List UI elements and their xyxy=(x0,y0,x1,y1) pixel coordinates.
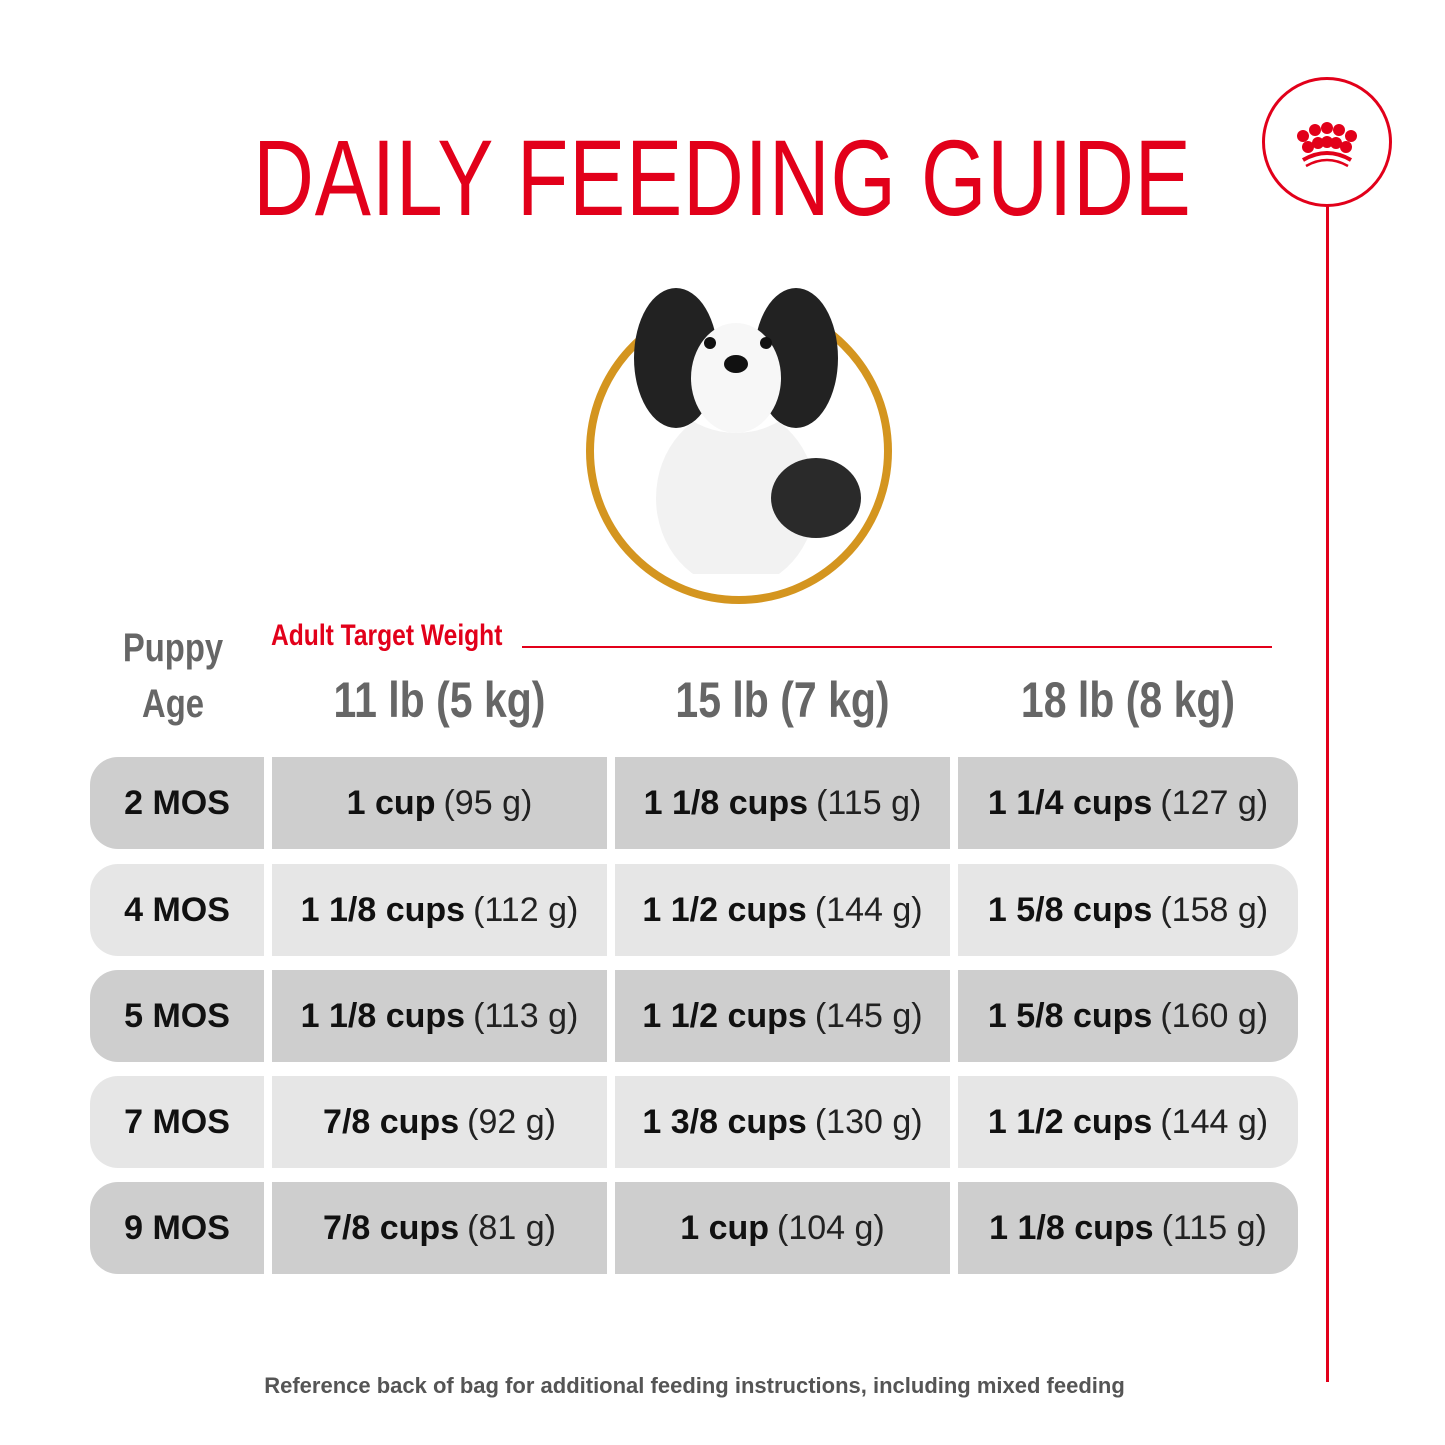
cups: 1 1/8 cups xyxy=(300,996,466,1035)
age-cell: 9 MOS xyxy=(90,1182,264,1274)
table-row: 9 MOS 7/8 cups (81 g) 1 cup (104 g) 1 1/8 … xyxy=(90,1182,1298,1274)
amount-cell: 7/8 cups (92 g) xyxy=(272,1076,607,1168)
grams: (144 g) xyxy=(814,890,923,929)
grams: (81 g) xyxy=(467,1208,556,1247)
age-cell: 4 MOS xyxy=(90,864,264,956)
puppy-illustration xyxy=(634,283,861,574)
column-header-11lb: 11 lb (5 kg) xyxy=(333,672,546,728)
footer-note: Reference back of bag for additional fee… xyxy=(264,1373,1125,1398)
age-label-line2: Age xyxy=(142,682,204,726)
cups: 1 cup xyxy=(346,783,436,822)
adult-target-weight-label: Adult Target Weight xyxy=(271,619,503,652)
cups: 7/8 cups xyxy=(323,1208,460,1247)
cups: 1 1/8 cups xyxy=(643,783,809,822)
column-header-15lb: 15 lb (7 kg) xyxy=(675,672,890,728)
grams: (127 g) xyxy=(1160,783,1269,822)
cups: 1 5/8 cups xyxy=(987,996,1153,1035)
cups: 1 1/2 cups xyxy=(642,996,807,1035)
cups: 1 3/8 cups xyxy=(642,1102,807,1141)
brand-divider-line xyxy=(1326,206,1329,1382)
puppy-label-line1: Puppy xyxy=(122,626,224,670)
amount-cell: 1 1/8 cups (115 g) xyxy=(615,757,950,849)
amount-cell: 1 1/2 cups (145 g) xyxy=(615,970,950,1062)
amount-cell: 1 cup (95 g) xyxy=(272,757,607,849)
table-row: 5 MOS 1 1/8 cups (113 g) 1 1/2 cups (145 g… xyxy=(90,970,1298,1062)
age-cell: 7 MOS xyxy=(90,1076,264,1168)
amount-cell: 1 1/2 cups (144 g) xyxy=(958,1076,1298,1168)
grams: (145 g) xyxy=(814,996,923,1035)
amount-cell: 1 1/8 cups (113 g) xyxy=(272,970,607,1062)
grams: (115 g) xyxy=(1161,1208,1267,1247)
grams: (130 g) xyxy=(814,1102,923,1141)
grams: (92 g) xyxy=(467,1102,556,1141)
grams: (113 g) xyxy=(473,996,579,1035)
crown-icon xyxy=(1297,122,1357,168)
grams: (160 g) xyxy=(1160,996,1269,1035)
amount-cell: 1 5/8 cups (158 g) xyxy=(958,864,1298,956)
page-title: DAILY FEEDING GUIDE xyxy=(253,117,1192,238)
header-rule xyxy=(522,646,1272,648)
table-row: 7 MOS 7/8 cups (92 g) 1 3/8 cups (130 g) 1… xyxy=(90,1076,1298,1168)
amount-cell: 1 1/4 cups (127 g) xyxy=(958,757,1298,849)
grams: (104 g) xyxy=(777,1208,885,1247)
cups: 1 1/8 cups xyxy=(989,1208,1154,1247)
column-header-18lb: 18 lb (8 kg) xyxy=(1020,672,1236,728)
cups: 7/8 cups xyxy=(323,1102,460,1141)
puppy-age-header: Puppy Age xyxy=(121,620,224,732)
table-row: 2 MOS 1 cup (95 g) 1 1/8 cups (115 g) 1 1/… xyxy=(90,757,1298,849)
amount-cell: 1 1/8 cups (112 g) xyxy=(272,864,607,956)
puppy-photo xyxy=(586,283,892,604)
grams: (144 g) xyxy=(1160,1102,1269,1141)
amount-cell: 1 1/8 cups (115 g) xyxy=(958,1182,1298,1274)
brand-logo xyxy=(1262,77,1392,207)
cups: 1 1/4 cups xyxy=(987,783,1153,822)
amount-cell: 7/8 cups (81 g) xyxy=(272,1182,607,1274)
grams: (158 g) xyxy=(1160,890,1269,929)
amount-cell: 1 5/8 cups (160 g) xyxy=(958,970,1298,1062)
cups: 1 cup xyxy=(680,1208,770,1247)
grams: (115 g) xyxy=(816,783,922,822)
grams: (112 g) xyxy=(473,890,579,929)
cups: 1 1/2 cups xyxy=(642,890,807,929)
cups: 1 1/8 cups xyxy=(300,890,466,929)
age-cell: 5 MOS xyxy=(90,970,264,1062)
cups: 1 1/2 cups xyxy=(987,1102,1153,1141)
table-row: 4 MOS 1 1/8 cups (112 g) 1 1/2 cups (144 g… xyxy=(90,864,1298,956)
amount-cell: 1 cup (104 g) xyxy=(615,1182,950,1274)
grams: (95 g) xyxy=(443,783,533,822)
amount-cell: 1 3/8 cups (130 g) xyxy=(615,1076,950,1168)
amount-cell: 1 1/2 cups (144 g) xyxy=(615,864,950,956)
cups: 1 5/8 cups xyxy=(987,890,1153,929)
age-cell: 2 MOS xyxy=(90,757,264,849)
